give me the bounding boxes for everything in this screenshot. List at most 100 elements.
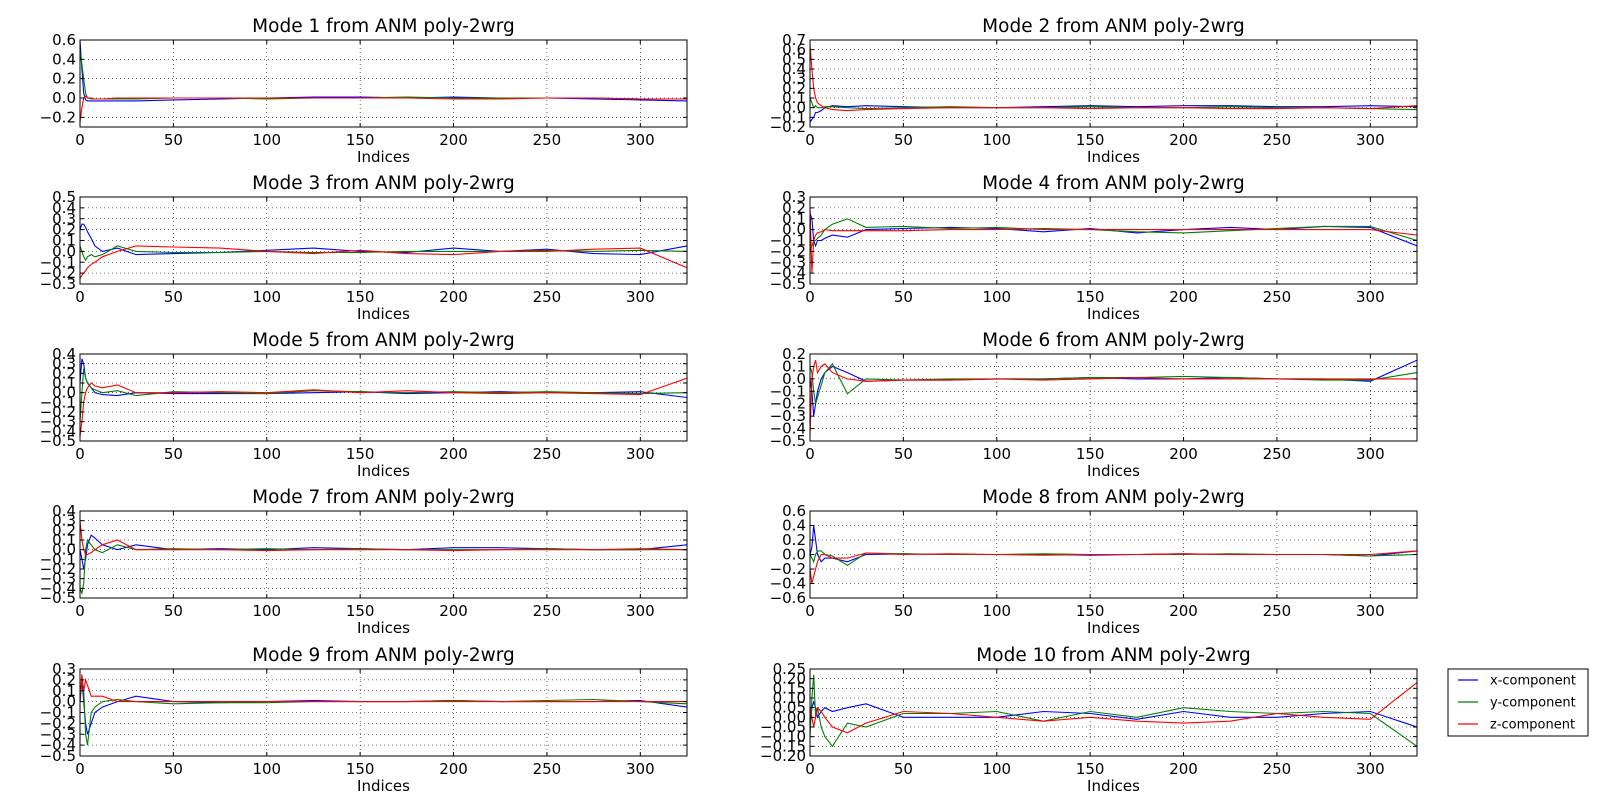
- y-tick-label: −0.1: [40, 253, 76, 271]
- y-tick-label: 0.4: [52, 199, 76, 217]
- y-tick-label: 0.15: [773, 679, 806, 697]
- y-tick-label: 0.1: [52, 531, 76, 549]
- x-tick-label: 200: [1169, 445, 1198, 463]
- x-tick-label: 50: [164, 445, 183, 463]
- subplot-title: Mode 2 from ANM poly-2wrg: [982, 16, 1245, 37]
- y-tick-label: −0.1: [770, 232, 806, 250]
- x-tick-label: 50: [164, 288, 183, 306]
- y-tick-label: −0.5: [770, 432, 806, 450]
- y-tick-label: −0.4: [40, 736, 76, 754]
- series-line-y-component: [810, 97, 1417, 111]
- y-tick-label: 0.25: [773, 660, 806, 678]
- y-tick-label: 0.4: [52, 50, 76, 68]
- y-tick-label: −0.1: [770, 108, 806, 126]
- x-tick-label: 0: [805, 288, 815, 306]
- x-tick-label: 250: [533, 131, 562, 149]
- x-tick-label: 0: [805, 760, 815, 778]
- series-line-z-component: [80, 377, 687, 437]
- y-tick-label: 0.1: [52, 232, 76, 250]
- subplot-mode-2: 0 50 100 150 200 250 300−0.2−0.10.00.10.20.30.…: [770, 16, 1418, 166]
- y-tick-label: 0.7: [782, 31, 806, 49]
- x-tick-label: 300: [1356, 288, 1385, 306]
- legend-label-z-component: z-component: [1490, 718, 1575, 733]
- series-line-z-component: [810, 550, 1417, 584]
- y-tick-label: 0.05: [773, 699, 806, 717]
- x-tick-label: 150: [346, 131, 375, 149]
- x-tick-label: 150: [346, 288, 375, 306]
- y-tick-label: 0.6: [52, 31, 76, 49]
- subplot-mode-8: 0 50 100 150 200 250 300 −0.6−0.4−0.20.00.20.40…: [770, 487, 1418, 637]
- x-tick-label: 150: [1076, 445, 1105, 463]
- subplot-mode-6: 0 50 100 150 200 250 300−0.5−0.4−0.3−0.2−0.10.…: [770, 330, 1418, 480]
- y-tick-label: 0.0: [782, 370, 806, 388]
- x-tick-label: 150: [1076, 602, 1105, 620]
- y-tick-label: 0.0: [782, 546, 806, 564]
- y-tick-label: 0.3: [52, 210, 76, 228]
- subplot-title: Mode 7 from ANM poly-2wrg: [252, 487, 515, 508]
- x-tick-label: 150: [1076, 131, 1105, 149]
- y-tick-label: 0.3: [52, 660, 76, 678]
- x-tick-label: 250: [1263, 445, 1292, 463]
- x-axis-label: Indices: [1087, 305, 1140, 323]
- y-tick-label: −0.1: [40, 550, 76, 568]
- y-tick-label: −0.5: [40, 432, 76, 450]
- y-tick-label: 0.10: [773, 689, 806, 707]
- x-tick-label: 0: [75, 760, 85, 778]
- y-tick-label: 0.0: [52, 89, 76, 107]
- series-line-z-component: [80, 674, 687, 703]
- subplot-mode-3: 0 50 100 150 200 250 300−0.3−0.2−0.10.00.10.20…: [40, 173, 688, 323]
- y-tick-label: −0.1: [40, 393, 76, 411]
- series-line-z-component: [80, 245, 687, 279]
- y-tick-label: −0.3: [40, 725, 76, 743]
- x-tick-label: 300: [1356, 760, 1385, 778]
- y-tick-label: −0.20: [760, 747, 806, 765]
- x-tick-label: 0: [75, 288, 85, 306]
- subplot-mode-9: 0 50 100 150 200 250 300−0.5−0.4−0.3−0.2−0.10.…: [40, 645, 688, 795]
- y-tick-label: 0.4: [782, 60, 806, 78]
- x-tick-label: 0: [805, 131, 815, 149]
- y-tick-label: −0.2: [40, 264, 76, 282]
- x-tick-label: 50: [164, 131, 183, 149]
- y-tick-label: −0.2: [40, 403, 76, 421]
- x-tick-label: 300: [1356, 445, 1385, 463]
- y-tick-label: −0.2: [770, 560, 806, 578]
- x-tick-label: 100: [982, 445, 1011, 463]
- y-tick-label: 0.1: [52, 682, 76, 700]
- x-tick-label: 250: [1263, 131, 1292, 149]
- x-tick-label: 300: [626, 760, 655, 778]
- axes-frame: [809, 668, 1418, 757]
- y-tick-label: −0.1: [770, 382, 806, 400]
- x-tick-label: 50: [894, 288, 913, 306]
- x-axis-label: Indices: [357, 462, 410, 480]
- series-line-z-component: [810, 360, 1417, 435]
- y-tick-label: 0.20: [773, 670, 806, 688]
- x-tick-label: 100: [252, 445, 281, 463]
- series-line-z-component: [80, 95, 687, 123]
- y-tick-label: 0.6: [782, 502, 806, 520]
- y-tick-label: 0.2: [52, 521, 76, 539]
- y-tick-label: 0.2: [52, 364, 76, 382]
- subplot-mode-4: 0 50 100 150 200 250 300−0.5−0.4−0.3−0.2−0.10.…: [770, 173, 1418, 323]
- subplot-title: Mode 10 from ANM poly-2wrg: [976, 645, 1250, 666]
- y-tick-label: 0.3: [52, 512, 76, 530]
- x-tick-label: 100: [252, 602, 281, 620]
- x-tick-label: 200: [1169, 131, 1198, 149]
- y-tick-label: −0.2: [770, 242, 806, 260]
- y-tick-label: −0.2: [770, 118, 806, 136]
- y-tick-label: 0.0: [52, 693, 76, 711]
- axes-frame: [809, 39, 1418, 128]
- y-tick-label: 0.0: [52, 242, 76, 260]
- x-tick-label: 150: [346, 602, 375, 620]
- x-tick-label: 50: [894, 445, 913, 463]
- y-tick-label: 0.2: [52, 70, 76, 88]
- x-axis-label: Indices: [357, 305, 410, 323]
- legend: x-component y-component z-component: [1447, 668, 1589, 737]
- x-tick-label: 150: [346, 445, 375, 463]
- x-tick-label: 0: [805, 445, 815, 463]
- subplot-title: Mode 6 from ANM poly-2wrg: [982, 330, 1245, 351]
- y-tick-label: 0.6: [782, 41, 806, 59]
- x-tick-label: 300: [1356, 602, 1385, 620]
- subplot-mode-10: 0 50 100 150 200 250 300−0.20−0.15−0.10−0.050.…: [760, 645, 1418, 795]
